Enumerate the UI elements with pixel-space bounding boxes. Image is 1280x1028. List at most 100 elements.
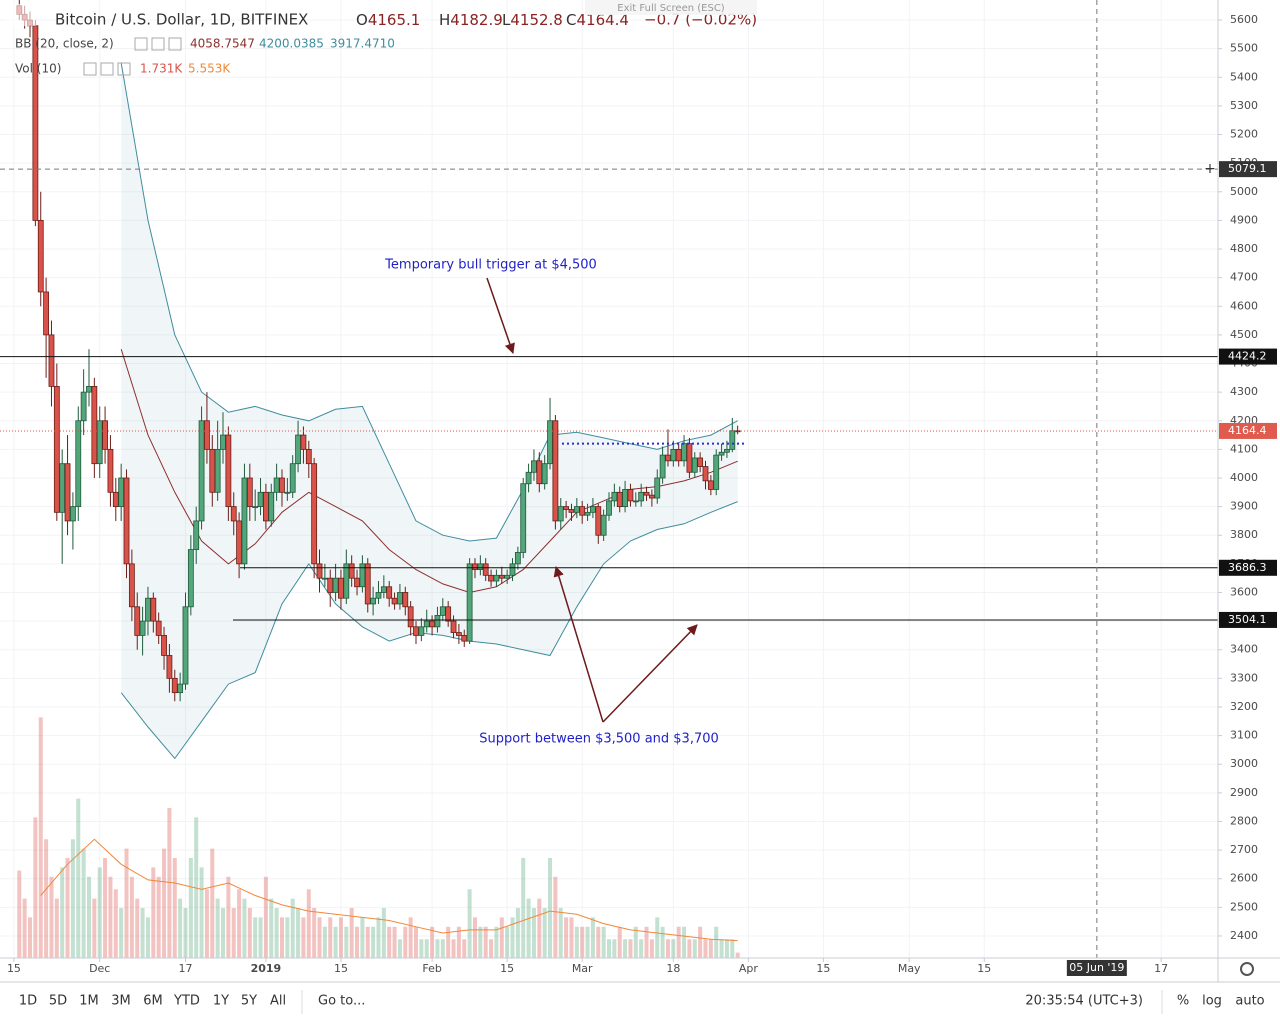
volume-bar	[708, 939, 713, 958]
volume-bar	[381, 908, 386, 958]
volume-bar	[306, 889, 311, 958]
x-tick-label: Dec	[89, 962, 110, 975]
y-tick-label: 4800	[1230, 242, 1258, 255]
volume-bar	[489, 939, 494, 958]
candle-body	[531, 460, 537, 473]
indicator-name: Vol (10)	[15, 62, 61, 76]
candle-body	[220, 434, 226, 450]
volume-bar	[735, 952, 740, 958]
y-tick-label: 3200	[1230, 700, 1258, 713]
range-button[interactable]: 5Y	[241, 994, 257, 1009]
candle-body	[53, 386, 60, 513]
volume-bar	[676, 926, 681, 958]
range-button[interactable]: 1D	[19, 994, 37, 1009]
volume-bar	[371, 926, 376, 958]
volume-bar	[156, 876, 161, 958]
volume-bar	[714, 926, 719, 958]
candle-body	[145, 597, 151, 622]
volume-bar	[665, 939, 670, 958]
volume-bar	[167, 808, 172, 958]
candle-body	[70, 506, 76, 522]
volume-bar	[424, 939, 429, 958]
candle-body	[279, 477, 285, 493]
volume-bar	[671, 939, 676, 958]
ohlc-value: 4165.1	[368, 11, 421, 29]
volume-bar	[628, 939, 633, 958]
volume-bar	[649, 939, 654, 958]
x-tick-label: 15	[977, 962, 991, 975]
log-toggle[interactable]: log	[1202, 994, 1222, 1009]
range-button[interactable]: YTD	[173, 994, 200, 1009]
volume-bar	[531, 908, 536, 958]
exit-fullscreen[interactable]: Exit Full Screen (ESC)	[617, 3, 725, 14]
volume-bar	[140, 908, 145, 958]
candle-body	[573, 506, 580, 513]
candle-body	[557, 506, 564, 522]
candle-body	[729, 430, 736, 450]
volume-bar	[108, 876, 113, 958]
volume-bar	[22, 898, 27, 958]
x-tick-label: 17	[1154, 962, 1168, 975]
range-button[interactable]: 6M	[143, 994, 163, 1009]
indicator-buttons[interactable]	[134, 37, 182, 51]
candle-body	[316, 563, 323, 579]
ohlc-key: C	[566, 11, 576, 29]
volume-bar	[312, 908, 317, 958]
y-tick-label: 5600	[1230, 13, 1258, 26]
volume-bar	[403, 926, 408, 958]
x-tick-label: 17	[178, 962, 192, 975]
volume-bar	[17, 870, 22, 958]
settings-icon[interactable]	[1240, 962, 1254, 976]
volume-bar	[145, 917, 150, 958]
volume-bar	[612, 939, 617, 958]
ohlc-value: 4152.8	[510, 11, 563, 29]
volume-bar	[360, 917, 365, 958]
range-button[interactable]: 3M	[111, 994, 131, 1009]
volume-bar	[387, 926, 392, 958]
candle-body	[659, 454, 666, 479]
volume-bar	[462, 939, 467, 958]
range-button[interactable]: 1Y	[213, 994, 229, 1009]
x-tick-label: 15	[7, 962, 21, 975]
volume-bar	[355, 926, 360, 958]
candle-body	[402, 592, 409, 608]
volume-bar	[419, 939, 424, 958]
volume-bar	[574, 926, 579, 958]
ohlc-item: L4152.8	[502, 11, 563, 29]
indicator-buttons[interactable]	[83, 62, 131, 76]
auto-toggle[interactable]: auto	[1235, 994, 1264, 1009]
candle-body	[64, 463, 71, 522]
range-button[interactable]: All	[270, 994, 286, 1009]
candle-body	[59, 463, 66, 513]
candle-body	[413, 626, 419, 636]
volume-bar	[623, 939, 628, 958]
volume-bar	[408, 917, 413, 958]
indicator-value: 4058.7547	[190, 37, 255, 51]
candle-body	[445, 606, 452, 622]
goto[interactable]: Go to...	[318, 994, 365, 1009]
candle-body	[166, 655, 173, 679]
candle-body	[418, 626, 425, 636]
candle-body	[713, 454, 720, 490]
y-tick-label: 5300	[1230, 99, 1258, 112]
volume-bar	[49, 876, 54, 958]
range-button[interactable]: 1M	[79, 994, 99, 1009]
candle-body	[96, 420, 103, 465]
volume-bar	[119, 908, 124, 958]
candle-body	[300, 434, 307, 450]
range-button[interactable]: 5D	[49, 994, 67, 1009]
last-price-label: 4164.4	[1228, 424, 1267, 437]
volume-bar	[483, 926, 488, 958]
volume-bar	[467, 889, 472, 958]
volume-bar	[279, 917, 284, 958]
volume-bar	[376, 917, 381, 958]
volume-bar	[601, 926, 606, 958]
candle-body	[321, 577, 328, 580]
candle-body	[638, 491, 645, 502]
y-tick-label: 4700	[1230, 271, 1258, 284]
percent-toggle[interactable]: %	[1177, 994, 1189, 1009]
exit-fullscreen-bg[interactable]	[585, 0, 757, 15]
candle-body	[466, 563, 473, 642]
indicator-value: 1.731K	[140, 62, 183, 76]
candle-body	[112, 491, 119, 508]
